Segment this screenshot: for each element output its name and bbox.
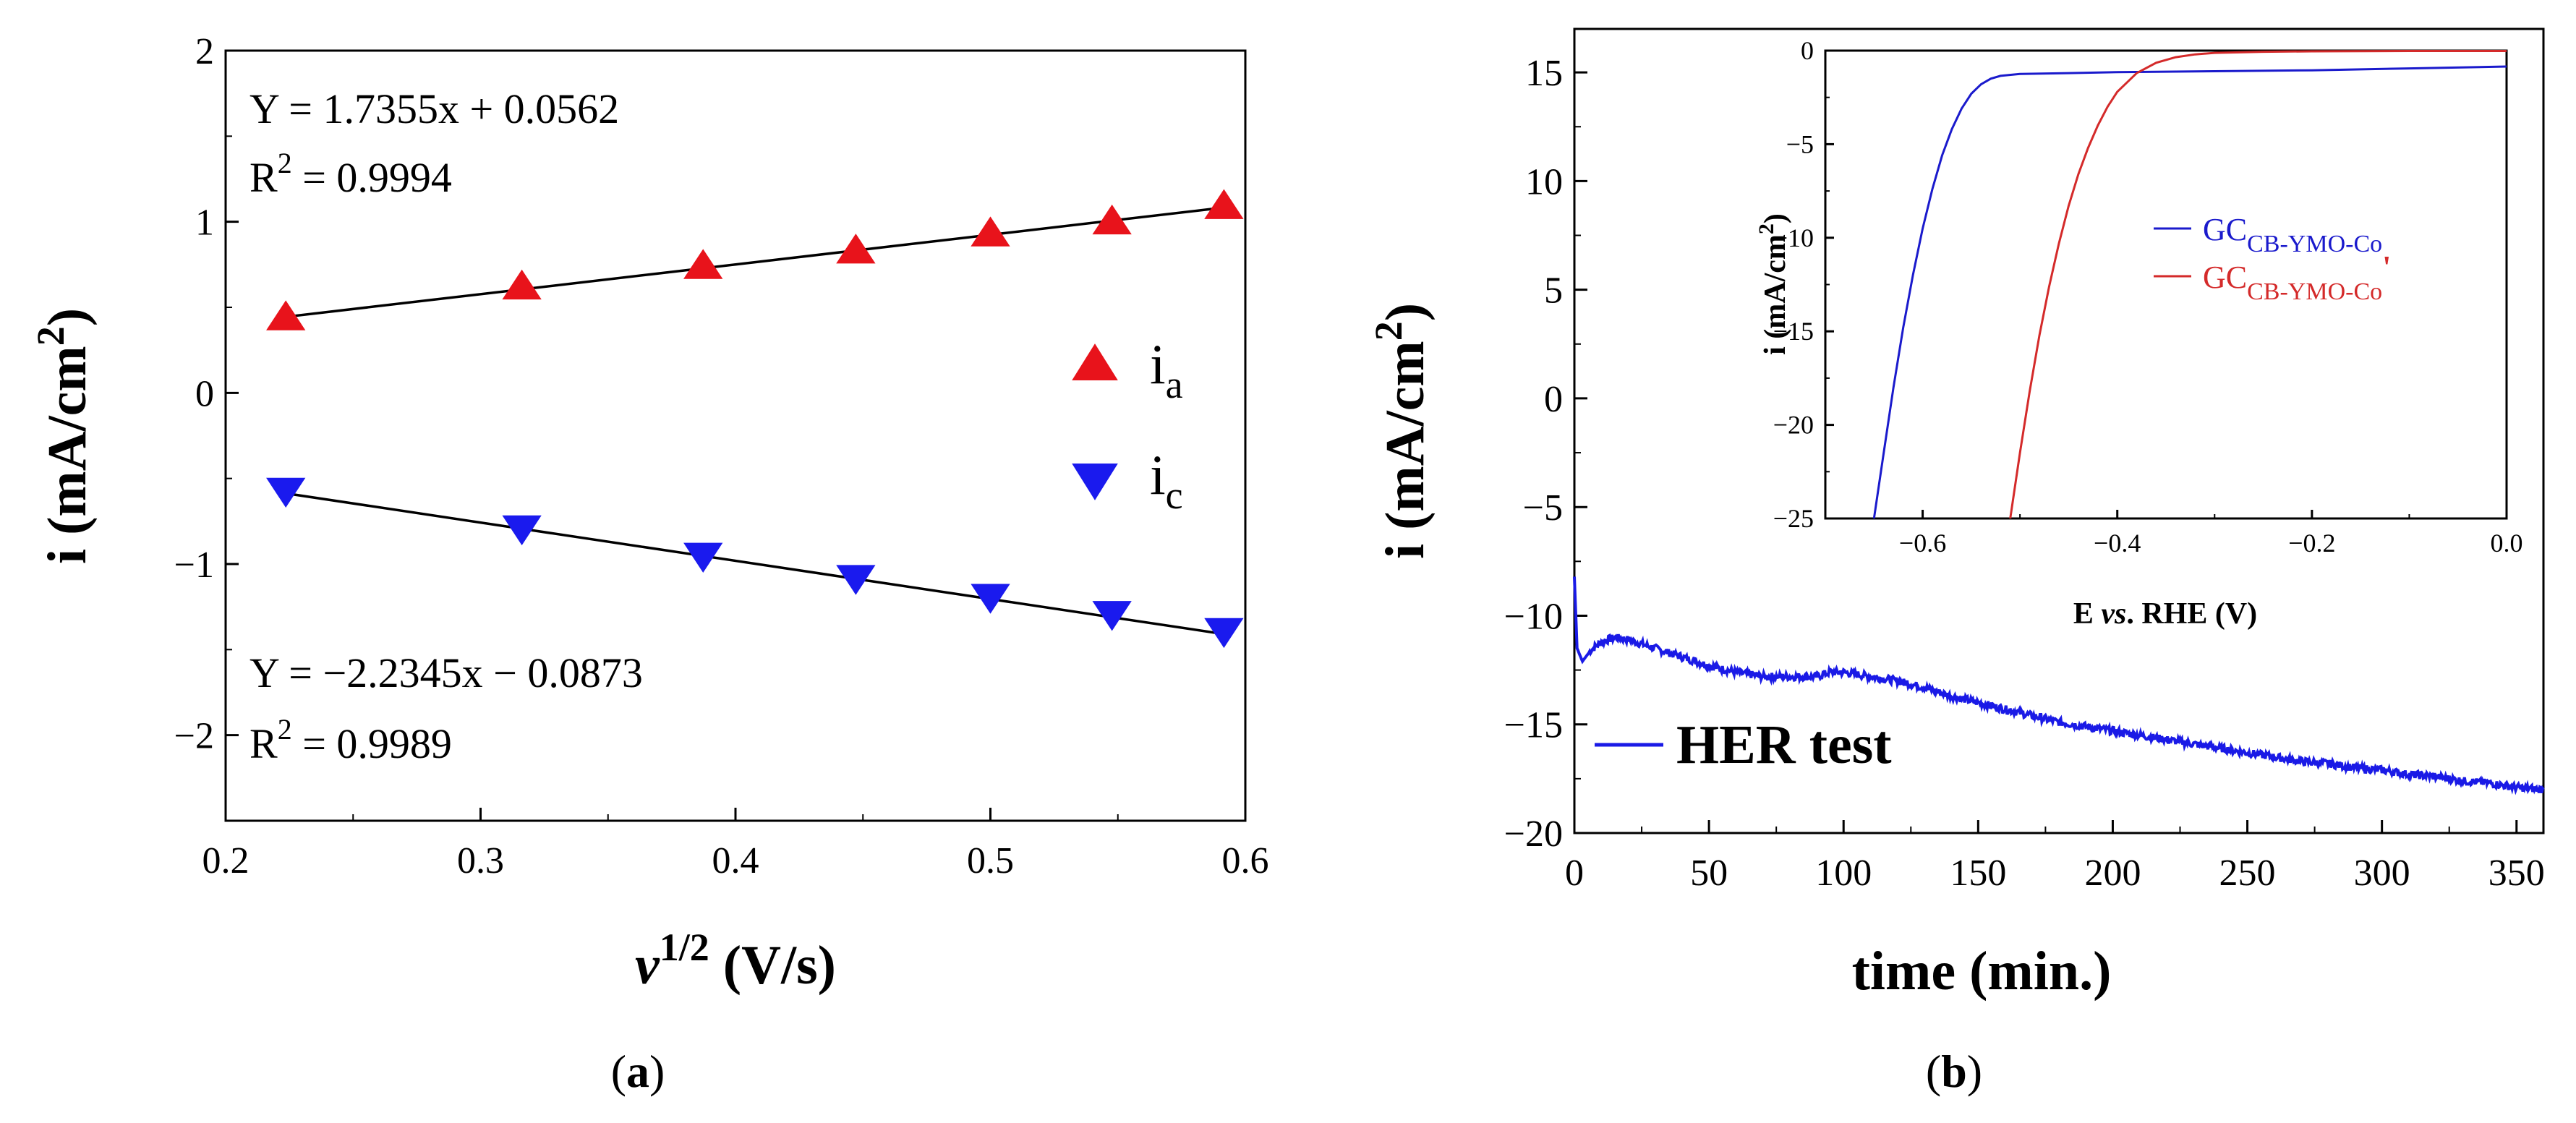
fit-a-r2: R2 = 0.9994 bbox=[250, 147, 452, 201]
point-ic-6 bbox=[1204, 618, 1244, 649]
legend-ia-marker bbox=[1072, 343, 1118, 380]
inset-y-tick-label-4: −20 bbox=[1773, 411, 1814, 440]
inset-series bbox=[1872, 50, 2507, 519]
fit-c-equation: Y = −2.2345x − 0.0873 bbox=[250, 649, 643, 696]
panel-a-y-axis-title: i (mA/cm2) bbox=[29, 308, 98, 564]
point-ic-3 bbox=[836, 565, 876, 595]
inset-legend-label-blue: GCCB-YMO-Co bbox=[2203, 212, 2382, 257]
point-ia-1 bbox=[502, 269, 542, 300]
inset-y-tick-label-1: −5 bbox=[1786, 129, 1814, 158]
point-ia-6 bbox=[1204, 189, 1244, 219]
panel-a-x-tick-label-2: 0.4 bbox=[712, 840, 759, 881]
panel-a-legend: ia ic bbox=[1072, 333, 1183, 517]
fit-line-c bbox=[285, 492, 1224, 636]
panel-a-y-tick-label-2: 0 bbox=[195, 373, 214, 414]
inset-legend-label-red: GCCB-YMO-Co' bbox=[2203, 249, 2391, 305]
point-ia-2 bbox=[683, 249, 723, 279]
panel-b-x-tick-label-1: 50 bbox=[1690, 853, 1728, 894]
panel-b-y-axis-title: i (mA/cm2) bbox=[1367, 303, 1436, 559]
panel-a-y-tick-label-0: 2 bbox=[195, 31, 214, 72]
inset-x-tick-label-0: −0.6 bbox=[1899, 529, 1946, 558]
panel-b-y-tick-label-4: −5 bbox=[1523, 487, 1563, 529]
panel-b-x-axis-title: time (min.) bbox=[1852, 941, 2112, 1002]
her-test-line bbox=[1573, 576, 2545, 795]
inset-y-tick-label-5: −25 bbox=[1773, 504, 1814, 533]
panel-b-y-tick-label-1: 10 bbox=[1525, 161, 1563, 202]
panel-b-x-ticks: 0 50 100 150 200 250 300 350 bbox=[1565, 820, 2545, 894]
legend-ic-label: ic bbox=[1150, 443, 1183, 517]
panel-b-y-tick-label-6: −15 bbox=[1504, 705, 1563, 746]
panel-a-fit-lines bbox=[285, 206, 1224, 636]
panel-b-x-tick-label-2: 100 bbox=[1815, 853, 1872, 894]
inset-plot-frame bbox=[1824, 49, 2508, 520]
fit-a-equation: Y = 1.7355x + 0.0562 bbox=[250, 85, 619, 132]
panel-b-plot-frame bbox=[1573, 27, 2545, 834]
panel-a-y-tick-label-3: −1 bbox=[174, 545, 214, 586]
panel-a-data-points bbox=[266, 189, 1244, 649]
inset-x-axis-title: E vs. RHE (V) bbox=[2073, 597, 2257, 631]
fit-c-r2: R2 = 0.9989 bbox=[250, 713, 452, 767]
panel-a-x-ticks: 0.2 0.3 0.4 0.5 0.6 bbox=[202, 808, 1269, 881]
point-ic-5 bbox=[1092, 601, 1132, 631]
legend-ia-label: ia bbox=[1150, 333, 1183, 406]
panel-b-x-tick-label-6: 300 bbox=[2354, 853, 2410, 894]
her-legend: HER test bbox=[1595, 714, 1892, 775]
panel-a-x-tick-label-3: 0.5 bbox=[967, 840, 1014, 881]
inset-line-gc-cb-ymo-co bbox=[1872, 65, 2507, 519]
panel-b-y-tick-label-7: −20 bbox=[1504, 814, 1563, 855]
legend-ic-marker bbox=[1072, 464, 1118, 500]
point-ic-1 bbox=[502, 515, 542, 546]
inset-x-tick-label-3: 0.0 bbox=[2491, 529, 2523, 558]
point-ia-3 bbox=[836, 234, 876, 264]
point-ic-2 bbox=[683, 542, 723, 573]
panel-a-y-ticks: 2 1 0 −1 −2 bbox=[174, 31, 239, 821]
point-ic-0 bbox=[266, 477, 306, 508]
panel-a-y-tick-label-1: 1 bbox=[195, 202, 214, 244]
fit-line-a bbox=[285, 206, 1224, 318]
inset-line-gc-cb-ymo-co-prime bbox=[2009, 50, 2507, 519]
point-ic-4 bbox=[971, 584, 1010, 614]
inset-x-tick-label-2: −0.2 bbox=[2288, 529, 2335, 558]
panel-b-label: (b) bbox=[1926, 1046, 1982, 1097]
inset-x-tick-label-1: −0.4 bbox=[2094, 529, 2141, 558]
point-ia-0 bbox=[266, 300, 306, 330]
panel-b-x-tick-label-0: 0 bbox=[1565, 853, 1584, 894]
panel-b-y-tick-label-3: 0 bbox=[1544, 379, 1563, 420]
panel-b-x-tick-label-4: 200 bbox=[2084, 853, 2141, 894]
inset-y-tick-label-3: −15 bbox=[1773, 317, 1814, 346]
panel-b-y-ticks: 15 10 5 0 −5 −10 −15 −20 bbox=[1504, 53, 1587, 855]
inset-x-ticks: −0.6 −0.4 −0.2 0.0 bbox=[1825, 510, 2523, 558]
panel-b-y-tick-label-0: 15 bbox=[1525, 53, 1563, 94]
inset-y-tick-label-0: 0 bbox=[1801, 36, 1814, 65]
panel-b-y-tick-label-2: 5 bbox=[1544, 270, 1563, 312]
panel-a-y-tick-label-4: −2 bbox=[174, 716, 214, 757]
panel-b-x-tick-label-3: 150 bbox=[1950, 853, 2006, 894]
inset-y-ticks: 0 −5 −10 −15 −20 −25 bbox=[1773, 36, 1834, 533]
her-legend-label: HER test bbox=[1676, 714, 1892, 775]
panel-a-x-tick-label-1: 0.3 bbox=[457, 840, 504, 881]
panel-a-x-tick-label-4: 0.6 bbox=[1222, 840, 1269, 881]
panel-a-label: (a) bbox=[611, 1046, 665, 1097]
inset-y-tick-label-2: −10 bbox=[1773, 223, 1814, 252]
inset-plot: 0 −5 −10 −15 −20 −25 −0.6 −0.4 −0.2 0.0 GCCB-YMO… bbox=[1754, 36, 2523, 631]
panel-b-x-tick-label-7: 350 bbox=[2488, 853, 2545, 894]
point-ia-5 bbox=[1092, 204, 1132, 235]
panel-a-x-axis-title: v1/2 (V/s) bbox=[635, 926, 836, 996]
panel-b-y-tick-label-5: −10 bbox=[1504, 596, 1563, 637]
inset-legend: GCCB-YMO-Co GCCB-YMO-Co' bbox=[2154, 212, 2391, 305]
panel-a: 2 1 0 −1 −2 0.2 0.3 0.4 0.5 0.6 Y = 1.7355x + 0.… bbox=[29, 31, 1269, 1097]
inset-y-axis-title: i (mA/cm2) bbox=[1754, 213, 1792, 355]
panel-a-x-tick-label-0: 0.2 bbox=[202, 840, 250, 881]
panel-b-x-tick-label-5: 250 bbox=[2219, 853, 2276, 894]
point-ia-4 bbox=[971, 216, 1010, 247]
panel-b-series bbox=[1573, 576, 2545, 795]
